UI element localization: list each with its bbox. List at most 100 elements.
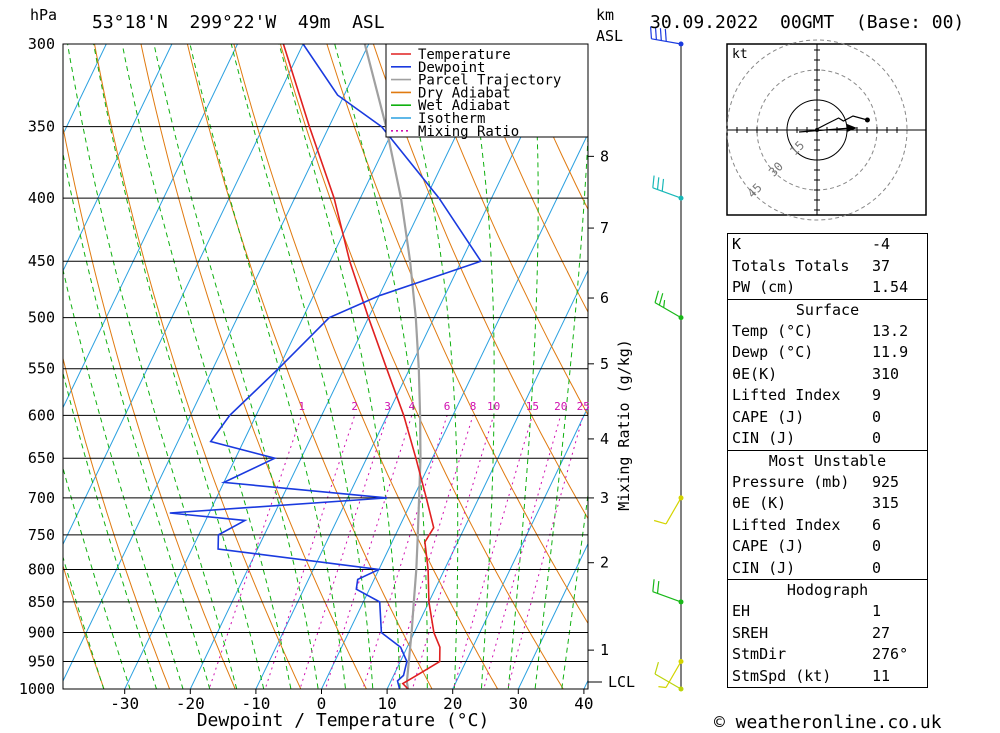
section-title: Surface xyxy=(795,300,860,319)
index-value: 11 xyxy=(872,666,891,685)
mixing-ratio-label: 1 xyxy=(298,400,305,413)
wind-barb-feather xyxy=(658,686,667,689)
mixing-ratio-label: 6 xyxy=(444,400,451,413)
mixing-ratio-line xyxy=(389,415,474,689)
isotherm-line xyxy=(452,406,588,689)
height-tick-label: 5 xyxy=(600,355,609,373)
wind-barb xyxy=(649,26,684,47)
wind-level-dot xyxy=(678,599,684,605)
isotherm-line xyxy=(63,44,173,273)
isotherm-line xyxy=(63,44,107,136)
section-title: Hodograph xyxy=(786,581,869,599)
index-row: CAPE (J) 0 xyxy=(728,407,927,429)
mixing-ratio-labels: 1 2 3 4 6 8 10 15 20 25 xyxy=(298,400,590,413)
wind-barbs xyxy=(649,26,684,692)
wet-adiabat-line xyxy=(93,44,265,689)
series-line-dewpoint xyxy=(169,44,483,689)
index-row: Dewp (°C) 11.9 xyxy=(728,342,927,364)
indices-table: K -4 Totals Totals 37 PW (cm) 1.54 Surface … xyxy=(727,233,928,688)
index-value: 0 xyxy=(872,558,882,577)
dry-adiabat-line xyxy=(960,0,1000,715)
index-row-k: K -4 xyxy=(728,234,927,256)
isotherm-line xyxy=(517,542,588,689)
wet-adiabat-line xyxy=(334,44,428,689)
index-label: K xyxy=(732,235,742,253)
wet-adiabat-line xyxy=(63,371,158,689)
website-credit[interactable]: © weatheronline.co.uk xyxy=(714,712,942,733)
dry-adiabat-line xyxy=(63,125,236,689)
wet-adiabat-line xyxy=(153,44,319,689)
index-value: 37 xyxy=(872,256,891,275)
wind-barb-shaft xyxy=(654,673,682,690)
wet-adiabat-line xyxy=(278,44,401,689)
mixing-ratio-label: 2 xyxy=(351,400,358,413)
wind-barb xyxy=(652,175,684,201)
wind-barb-shaft xyxy=(665,661,682,688)
wind-barb-shaft xyxy=(665,497,682,525)
height-tick-label: 4 xyxy=(600,430,609,448)
station-location: 53°18'N 299°22'W 49m ASL xyxy=(92,12,385,33)
index-value: 11.9 xyxy=(872,343,909,361)
pressure-tick-label: 500 xyxy=(28,309,55,327)
mixing-ratio-label: 25 xyxy=(577,400,590,413)
index-row: CIN (J) 0 xyxy=(728,558,927,580)
index-value: 0 xyxy=(872,407,882,426)
mixing-ratio-label: 15 xyxy=(526,400,539,413)
series-line-parcel-trajectory xyxy=(363,44,422,689)
index-label: CAPE (J) xyxy=(732,537,805,555)
index-label: PW (cm) xyxy=(732,278,796,296)
pressure-tick-label: 550 xyxy=(28,360,55,378)
legend-label: Dewpoint xyxy=(418,60,485,76)
section-title: Most Unstable xyxy=(768,451,887,470)
wet-adiabat-line xyxy=(507,44,539,689)
isotherm-line xyxy=(320,132,588,689)
index-value: 276° xyxy=(872,645,909,663)
temperature-tick-label: 30 xyxy=(509,694,528,713)
index-label: CIN (J) xyxy=(732,558,796,577)
mixing-ratio-label: 8 xyxy=(470,400,477,413)
wind-barb-feather xyxy=(654,661,659,675)
hodograph-unit: kt xyxy=(732,47,748,62)
isotherm-line xyxy=(386,269,588,689)
height-unit-label: km xyxy=(596,6,614,24)
dry-adiabat-line xyxy=(512,44,588,211)
pressure-tick-label: 450 xyxy=(28,252,55,270)
index-label: Lifted Index xyxy=(732,386,841,404)
wind-barb-feather xyxy=(654,27,657,40)
legend-label: Isotherm xyxy=(418,111,485,127)
mixing-ratio-label: 20 xyxy=(554,400,567,413)
wind-barb-feather xyxy=(652,175,655,188)
wind-barb xyxy=(658,659,684,689)
index-row: Pressure (mb) 925 xyxy=(728,472,927,494)
height-axis: 1 2 3 4 5 6 7 8 LCL xyxy=(588,147,635,691)
mixing-ratio-line xyxy=(452,415,533,689)
index-value: 13.2 xyxy=(872,321,909,340)
run-datetime: 30.09.2022 00GMT (Base: 00) xyxy=(650,12,964,33)
wet-adiabat-line xyxy=(121,44,292,689)
index-row-pw: PW (cm) 1.54 xyxy=(728,277,927,299)
pressure-tick-label: 800 xyxy=(28,560,55,578)
wet-adiabat-line xyxy=(67,44,238,689)
dry-adiabat-line xyxy=(93,44,302,689)
wind-level-dot xyxy=(678,41,684,47)
height-tick-label: 3 xyxy=(600,489,609,507)
index-value: 6 xyxy=(872,515,882,534)
index-row: θE (K) 315 xyxy=(728,493,927,515)
wind-barb-feather xyxy=(664,29,667,42)
mixing-ratio-line xyxy=(362,415,448,689)
index-label: EH xyxy=(732,602,751,620)
wind-barb-feather xyxy=(649,26,653,39)
pressure-tick-label: 750 xyxy=(28,526,55,544)
legend-label: Mixing Ratio xyxy=(418,124,519,140)
height-tick-label: 6 xyxy=(600,289,609,307)
index-value: 0 xyxy=(872,429,882,447)
index-value: 315 xyxy=(872,494,900,512)
mixing-ratio-label: 10 xyxy=(487,400,500,413)
temperature-tick-label: -20 xyxy=(176,694,205,713)
index-value: 310 xyxy=(872,364,900,383)
wind-barb-feather xyxy=(652,579,655,592)
most-unstable-section: Most Unstable Pressure (mb) 925 θE (K) 315… xyxy=(728,449,927,580)
index-label: StmDir xyxy=(732,645,787,663)
hodograph-section: Hodograph EH 1 SREH 27 StmDir 276° StmSpd (… xyxy=(728,579,927,687)
